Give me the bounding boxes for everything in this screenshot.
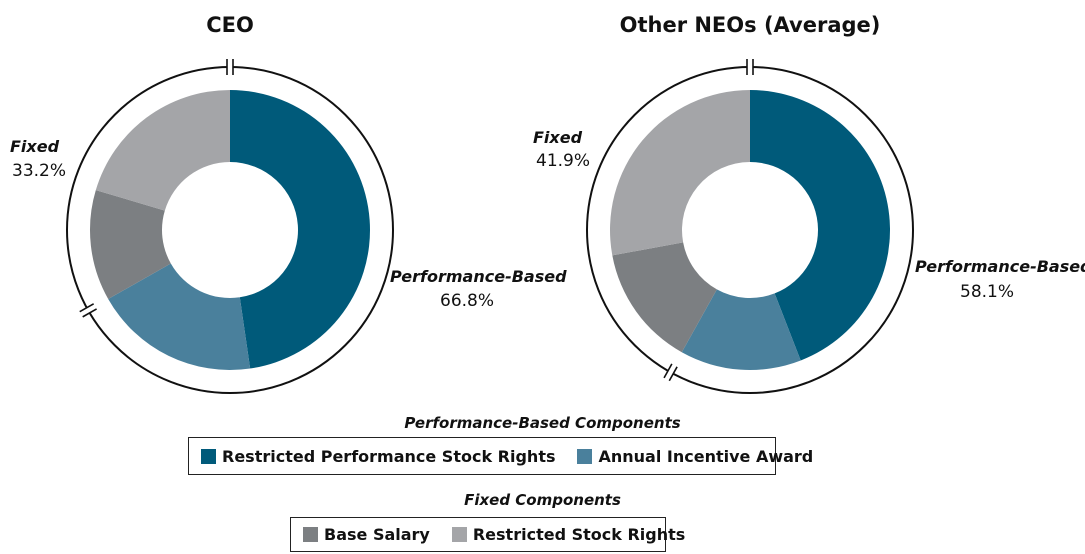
- legend-title: Fixed Components: [464, 491, 621, 509]
- donut-segment: [89, 190, 171, 299]
- group-value: 66.8%: [440, 291, 494, 311]
- group-label: Fixed: [533, 128, 583, 147]
- legend-swatch: [201, 448, 216, 464]
- legend-label: Restricted Stock Rights: [472, 525, 686, 544]
- group-label: Performance-Based: [390, 267, 567, 286]
- charts: CEO Performance-Based 66.8% Fixed 33.2% Other…: [10, 13, 1085, 394]
- legend-item: Restricted Stock Rights: [451, 525, 686, 544]
- group-value: 58.1%: [960, 282, 1014, 302]
- chart-title: Other NEOs (Average): [620, 13, 881, 37]
- legend-item: Annual Incentive Award: [577, 447, 813, 466]
- donut-segment: [612, 242, 717, 353]
- legend-swatch: [577, 448, 593, 464]
- legend-item: Base Salary: [303, 525, 430, 544]
- legend-label: Restricted Performance Stock Rights: [222, 446, 556, 466]
- legend-label: Base Salary: [324, 525, 430, 544]
- donut-segment: [750, 90, 891, 361]
- legend-swatch: [451, 527, 467, 542]
- ring-break-mark: [82, 308, 97, 318]
- legend: Base Salary Restricted Stock Rights: [290, 517, 685, 552]
- legend-item: Restricted Performance Stock Rights: [201, 447, 555, 466]
- donut-segment: [230, 90, 370, 369]
- ring-break-gap: [79, 303, 97, 317]
- group-value: 41.9%: [536, 151, 590, 171]
- donut-segment: [95, 90, 230, 211]
- ring-break-mark: [663, 363, 673, 379]
- legend-title: Performance-Based Components: [404, 414, 681, 432]
- legend-swatch: [303, 527, 318, 542]
- chart-title: CEO: [206, 13, 254, 37]
- group-label: Fixed: [10, 137, 60, 156]
- donut-segment: [681, 289, 801, 371]
- legend-label: Annual Incentive Award: [598, 446, 814, 466]
- ring-break-mark: [79, 303, 95, 313]
- legend: Restricted Performance Stock Rights Annua…: [188, 437, 813, 475]
- ring-break-gap: [664, 363, 678, 381]
- donut-segment: [108, 263, 251, 370]
- group-label: Performance-Based: [915, 257, 1085, 276]
- group-value: 33.2%: [12, 161, 66, 181]
- ring-break-mark: [668, 366, 678, 382]
- donut-segment: [610, 90, 750, 256]
